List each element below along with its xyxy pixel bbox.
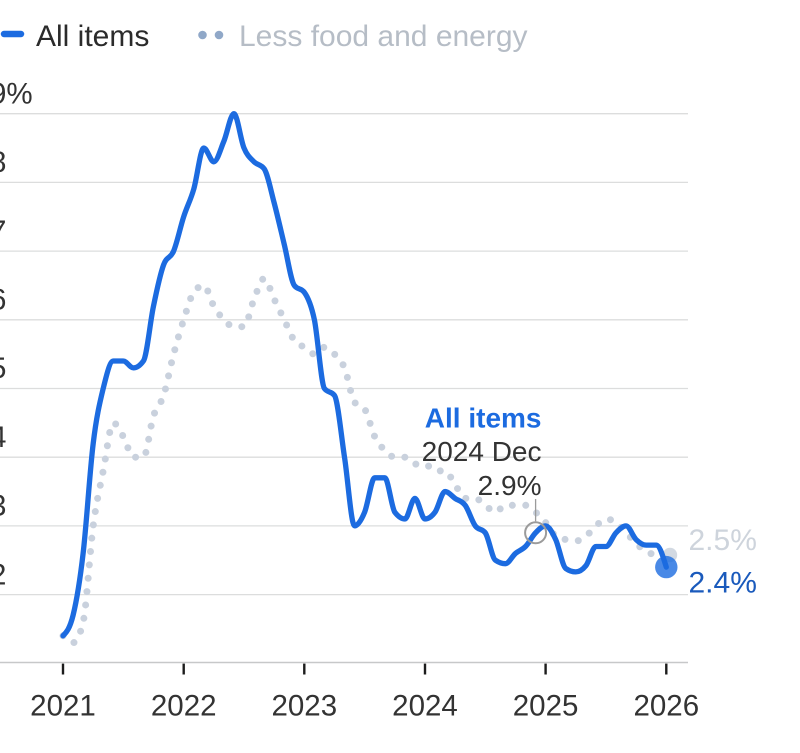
svg-text:All items: All items — [425, 403, 542, 434]
svg-text:5: 5 — [0, 352, 6, 385]
svg-text:2.5%: 2.5% — [689, 524, 757, 557]
svg-text:9%: 9% — [0, 77, 33, 110]
svg-text:2023: 2023 — [271, 690, 337, 723]
svg-text:2025: 2025 — [513, 690, 579, 723]
svg-text:2.9%: 2.9% — [478, 470, 542, 501]
svg-text:2022: 2022 — [151, 690, 217, 723]
svg-text:2: 2 — [0, 558, 6, 591]
svg-text:3: 3 — [0, 490, 6, 523]
svg-text:Less food and energy: Less food and energy — [239, 20, 528, 53]
svg-text:6: 6 — [0, 284, 6, 317]
svg-text:4: 4 — [0, 421, 6, 454]
svg-text:2.4%: 2.4% — [689, 567, 757, 600]
svg-text:2026: 2026 — [633, 690, 699, 723]
svg-text:All items: All items — [36, 20, 149, 53]
svg-text:2024: 2024 — [392, 690, 458, 723]
svg-text:7: 7 — [0, 215, 6, 248]
svg-text:8: 8 — [0, 146, 6, 179]
svg-text:2024 Dec: 2024 Dec — [422, 436, 542, 467]
svg-text:2021: 2021 — [30, 690, 96, 723]
